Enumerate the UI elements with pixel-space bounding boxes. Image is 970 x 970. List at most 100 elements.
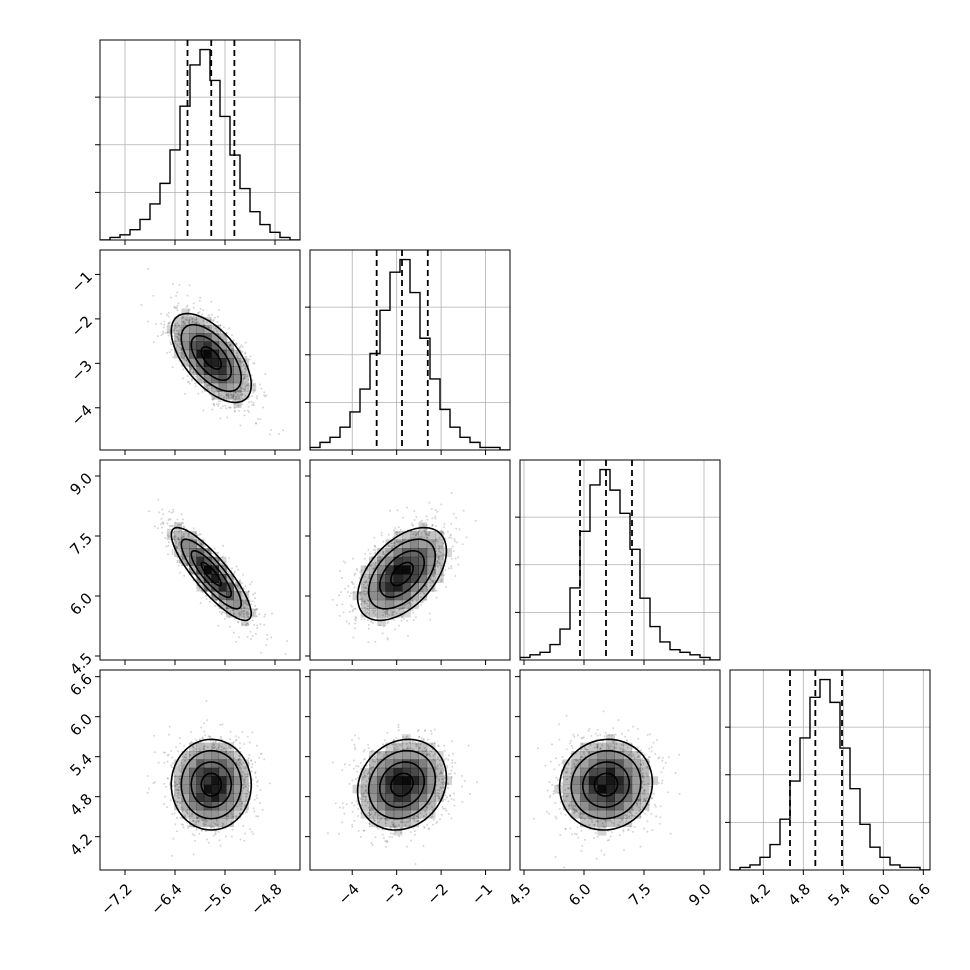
scatter-point [436, 789, 439, 792]
scatter-point [456, 541, 458, 544]
scatter-point [390, 546, 393, 549]
density-cell [385, 818, 395, 828]
density-cell [369, 776, 378, 785]
scatter-point [193, 834, 196, 837]
scatter-point [203, 587, 206, 590]
scatter-point [367, 600, 370, 602]
scatter-point [381, 553, 384, 556]
scatter-point [450, 797, 453, 800]
scatter-point [359, 571, 362, 574]
scatter-point [363, 602, 366, 605]
scatter-point [185, 359, 188, 362]
scatter-point [171, 282, 174, 285]
scatter-point [211, 747, 214, 750]
density-cell [393, 599, 403, 609]
density-cell [426, 582, 436, 592]
scatter-point [211, 398, 214, 401]
scatter-point [363, 587, 366, 590]
scatter-point [437, 777, 440, 780]
scatter-point [168, 733, 171, 736]
scatter-point [646, 758, 649, 761]
scatter-points [331, 492, 477, 644]
scatter-point [204, 734, 207, 736]
density-cell [241, 759, 249, 769]
scatter-point [637, 755, 640, 757]
scatter-point [574, 804, 577, 807]
scatter-point [437, 556, 440, 559]
scatter-point [242, 610, 245, 613]
density-cell [196, 742, 205, 752]
scatter-point [235, 565, 238, 568]
density-cell [181, 793, 190, 802]
scatter-point [629, 811, 632, 814]
scatter-point [238, 812, 241, 815]
density-cell [393, 809, 403, 819]
scatter-point [457, 563, 460, 566]
scatter-point [248, 358, 251, 361]
scatter-point [353, 586, 356, 589]
scatter-point [255, 815, 258, 818]
scatter-point [211, 408, 214, 411]
density-cell [369, 582, 378, 592]
density-cell [385, 784, 395, 794]
scatter-point [188, 320, 191, 323]
scatter-point [362, 583, 365, 586]
scatter-point [368, 772, 371, 774]
scatter-point [357, 829, 360, 832]
scatter-point [351, 825, 354, 828]
scatter-point [400, 820, 403, 823]
scatter-point [235, 738, 238, 741]
scatter-point [433, 569, 436, 572]
density-cell [248, 608, 257, 618]
scatter-point [191, 317, 194, 320]
density-cell [226, 391, 234, 400]
density-cell [189, 751, 197, 760]
scatter-point [442, 532, 445, 535]
scatter-point [412, 619, 415, 621]
scatter-point [422, 815, 425, 818]
scatter-point [187, 535, 190, 538]
scatter-point [233, 572, 236, 575]
scatter-point [183, 764, 185, 767]
scatter-point [606, 839, 609, 842]
scatter-point [454, 761, 457, 764]
scatter-point [177, 523, 180, 526]
scatter-point [450, 522, 453, 525]
scatter-point [162, 330, 165, 333]
scatter-point [178, 796, 181, 799]
scatter-point [245, 599, 247, 602]
scatter-point [217, 830, 220, 833]
scatter-point [169, 341, 172, 344]
scatter-point [173, 775, 176, 778]
scatter-point [548, 781, 551, 784]
density-cell [606, 751, 615, 760]
contour-line [200, 772, 223, 797]
scatter-point [360, 793, 363, 796]
scatter-point [596, 745, 599, 748]
scatter-point [427, 828, 430, 831]
scatter-point [201, 584, 204, 587]
scatter-point [431, 524, 434, 527]
density-cell [360, 784, 370, 794]
scatter-point [190, 535, 193, 538]
density-cell [640, 767, 650, 777]
scatter-point [352, 636, 355, 639]
density-cell [226, 767, 234, 777]
scatter-point [399, 540, 402, 543]
contour-line [200, 346, 222, 370]
scatter-point [205, 595, 208, 597]
scatter-point [621, 819, 623, 822]
scatter-point [411, 818, 414, 820]
density-cell [393, 751, 403, 760]
scatter-point [437, 756, 439, 759]
scatter-point [397, 824, 400, 827]
scatter-point [581, 812, 584, 815]
scatter-point [593, 826, 596, 829]
scatter-point [440, 781, 443, 784]
scatter-point [243, 781, 246, 784]
scatter-point [225, 332, 228, 334]
scatter-point [418, 529, 421, 532]
scatter-point [152, 294, 155, 297]
scatter-point [173, 329, 175, 332]
scatter-point [442, 553, 444, 556]
